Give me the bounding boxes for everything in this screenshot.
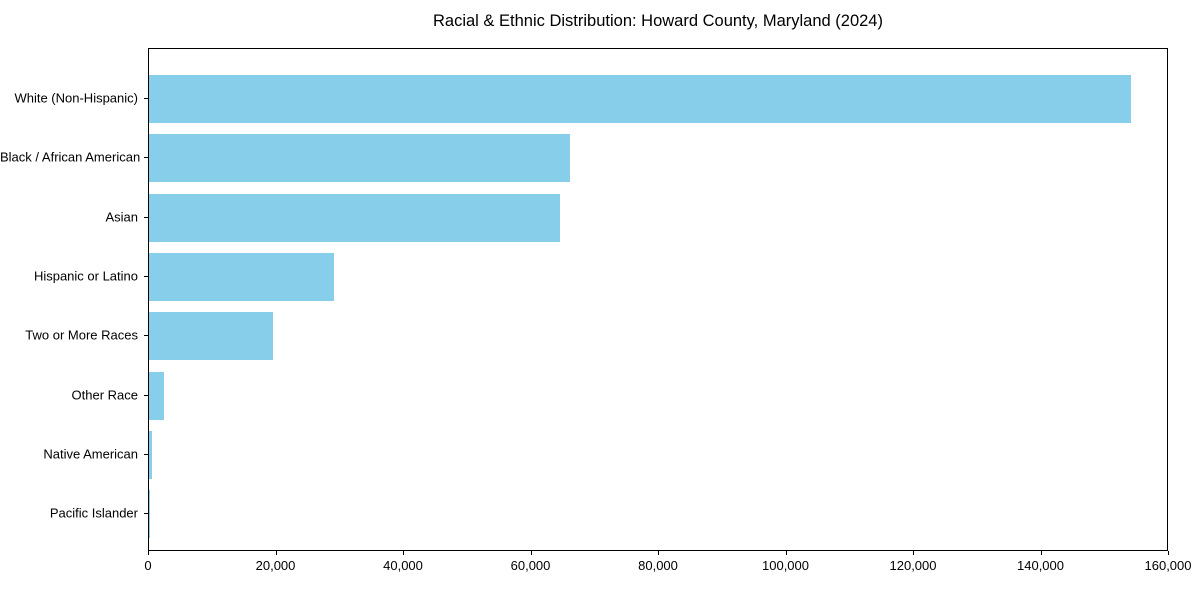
y-tick-mark xyxy=(144,157,148,159)
x-tick-mark xyxy=(913,551,914,555)
bar-pacific-islander xyxy=(149,490,150,539)
y-tick-label: Two or More Races xyxy=(25,327,138,343)
plot-area xyxy=(148,48,1168,551)
bar-white-non-hispanic xyxy=(149,75,1131,123)
x-tick-mark xyxy=(1168,551,1169,555)
bar-native-american xyxy=(149,430,152,479)
y-tick-label: Asian xyxy=(105,209,138,225)
chart-title: Racial & Ethnic Distribution: Howard Cou… xyxy=(433,12,883,30)
y-tick-mark xyxy=(144,335,148,337)
x-tick-mark xyxy=(403,551,404,555)
x-tick-label: 40,000 xyxy=(383,558,423,573)
bar-asian xyxy=(149,193,561,242)
y-tick-label: White (Non-Hispanic) xyxy=(14,90,138,106)
y-tick-label: Other Race xyxy=(71,387,138,403)
y-tick-mark xyxy=(144,513,148,515)
bar-two-or-more-races xyxy=(149,312,273,361)
x-tick-label: 0 xyxy=(144,558,152,573)
bar-black-african-american xyxy=(149,134,570,183)
x-tick-label: 100,000 xyxy=(762,558,809,573)
y-tick-label: Native American xyxy=(43,446,138,462)
x-tick-mark xyxy=(275,551,277,555)
y-tick-mark xyxy=(144,275,148,277)
bar-hispanic-or-latino xyxy=(149,252,334,301)
y-tick-mark xyxy=(144,453,148,455)
x-tick-label: 20,000 xyxy=(255,558,296,573)
y-tick-label: Black / African American xyxy=(0,149,141,165)
x-tick-label: 120,000 xyxy=(889,558,937,573)
y-tick-mark xyxy=(144,98,148,99)
y-tick-label: Hispanic or Latino xyxy=(33,268,138,284)
x-tick-mark xyxy=(785,551,787,555)
x-tick-label: 160,000 xyxy=(1144,558,1192,573)
x-tick-label: 140,000 xyxy=(1017,558,1064,573)
y-tick-label: Pacific Islander xyxy=(49,505,138,521)
y-tick-mark xyxy=(144,394,148,396)
x-tick-mark xyxy=(148,551,149,555)
x-tick-mark xyxy=(530,551,532,555)
x-tick-mark xyxy=(1040,551,1042,555)
y-tick-mark xyxy=(144,216,148,218)
x-tick-mark xyxy=(658,551,659,555)
x-tick-label: 80,000 xyxy=(638,558,678,573)
x-tick-label: 60,000 xyxy=(510,558,551,573)
bar-other-race xyxy=(149,371,165,420)
